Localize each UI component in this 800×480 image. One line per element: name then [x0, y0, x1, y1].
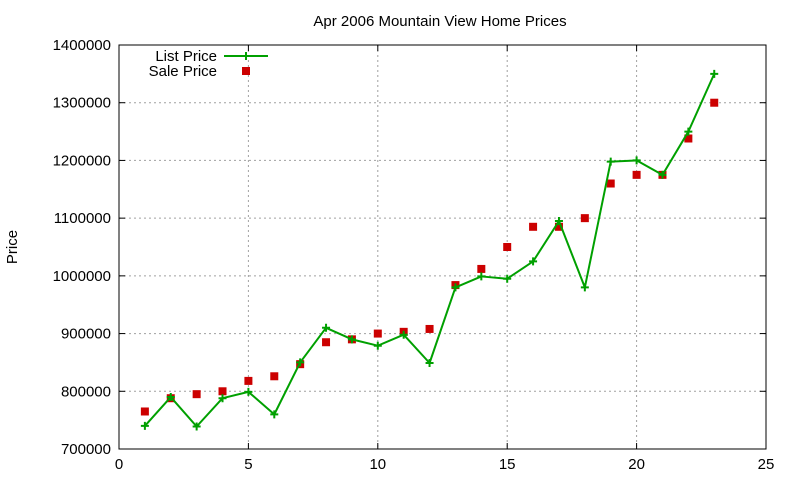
sale-price-point [322, 338, 331, 347]
sale-price-point [425, 324, 434, 333]
list-price-point [192, 422, 201, 431]
sale-price-point [580, 214, 589, 223]
y-tick-label: 1400000 [53, 37, 111, 54]
sale-price-point [529, 222, 538, 231]
sale-price-point [477, 264, 486, 273]
list-price-point [503, 274, 512, 283]
y-axis-label: Price [4, 230, 21, 264]
axis-ticks [118, 44, 767, 450]
list-price-point [658, 170, 667, 179]
sale-price-point [503, 243, 512, 251]
sale-price-point [218, 387, 227, 396]
list-price-point [296, 358, 305, 367]
x-tick-label: 25 [758, 456, 775, 473]
list-price-point [632, 156, 641, 165]
x-tick-label: 10 [369, 456, 386, 473]
list-price-point [451, 283, 460, 292]
list-price-point [322, 323, 331, 332]
sale-price-point [632, 170, 641, 179]
y-tick-label: 1200000 [53, 152, 111, 169]
list-price-point [425, 359, 434, 368]
x-tick-label: 5 [244, 456, 252, 473]
legend-marker-list-price [242, 52, 250, 60]
x-tick-label: 15 [499, 456, 516, 473]
list-price-point [347, 335, 356, 344]
sale-price-point [684, 134, 693, 143]
list-price-point [140, 421, 149, 430]
list-price-point [580, 283, 589, 292]
series-layer [140, 69, 719, 431]
legend: List Price Sale Price [149, 48, 268, 80]
grid [119, 45, 766, 449]
y-tick-label: 700000 [61, 441, 111, 458]
list-price-point [477, 272, 486, 281]
x-axis-tick-labels: 0 5 10 15 20 25 [115, 456, 775, 473]
list-price-point [554, 217, 563, 226]
y-tick-label: 900000 [61, 326, 111, 343]
sale-price-point [554, 222, 563, 231]
list-price-point [244, 387, 253, 396]
y-tick-label: 800000 [61, 383, 111, 400]
sale-price-point [606, 179, 615, 188]
list-price-point [218, 394, 227, 403]
list-price-point [399, 330, 408, 339]
plot-frame [118, 44, 767, 450]
sale-price-point [140, 407, 149, 416]
sale-price-point [244, 376, 253, 385]
legend-label-list-price: List Price [155, 48, 217, 65]
list-price-point [710, 69, 719, 78]
legend-marker-sale-price [242, 67, 250, 75]
x-tick-label: 20 [628, 456, 645, 473]
sale-price-point [192, 390, 201, 399]
list-price-point [684, 127, 693, 136]
y-tick-label: 1000000 [53, 268, 111, 285]
list-price-point [373, 341, 382, 350]
x-tick-label: 0 [115, 456, 123, 473]
sale-price-point [373, 329, 382, 338]
list-price-point [606, 157, 615, 166]
list-price-line [144, 73, 716, 428]
legend-label-sale-price: Sale Price [149, 63, 217, 80]
sale-price-point [270, 372, 279, 381]
list-price-point [166, 393, 175, 402]
chart-title: Apr 2006 Mountain View Home Prices [313, 13, 566, 30]
y-axis-tick-labels: 700000 800000 900000 1000000 1100000 1200000 1… [53, 37, 111, 458]
y-tick-label: 1300000 [53, 95, 111, 112]
list-price-point [529, 257, 538, 266]
y-tick-label: 1100000 [54, 210, 111, 227]
list-price-point [270, 410, 279, 419]
sale-price-point [710, 98, 719, 107]
